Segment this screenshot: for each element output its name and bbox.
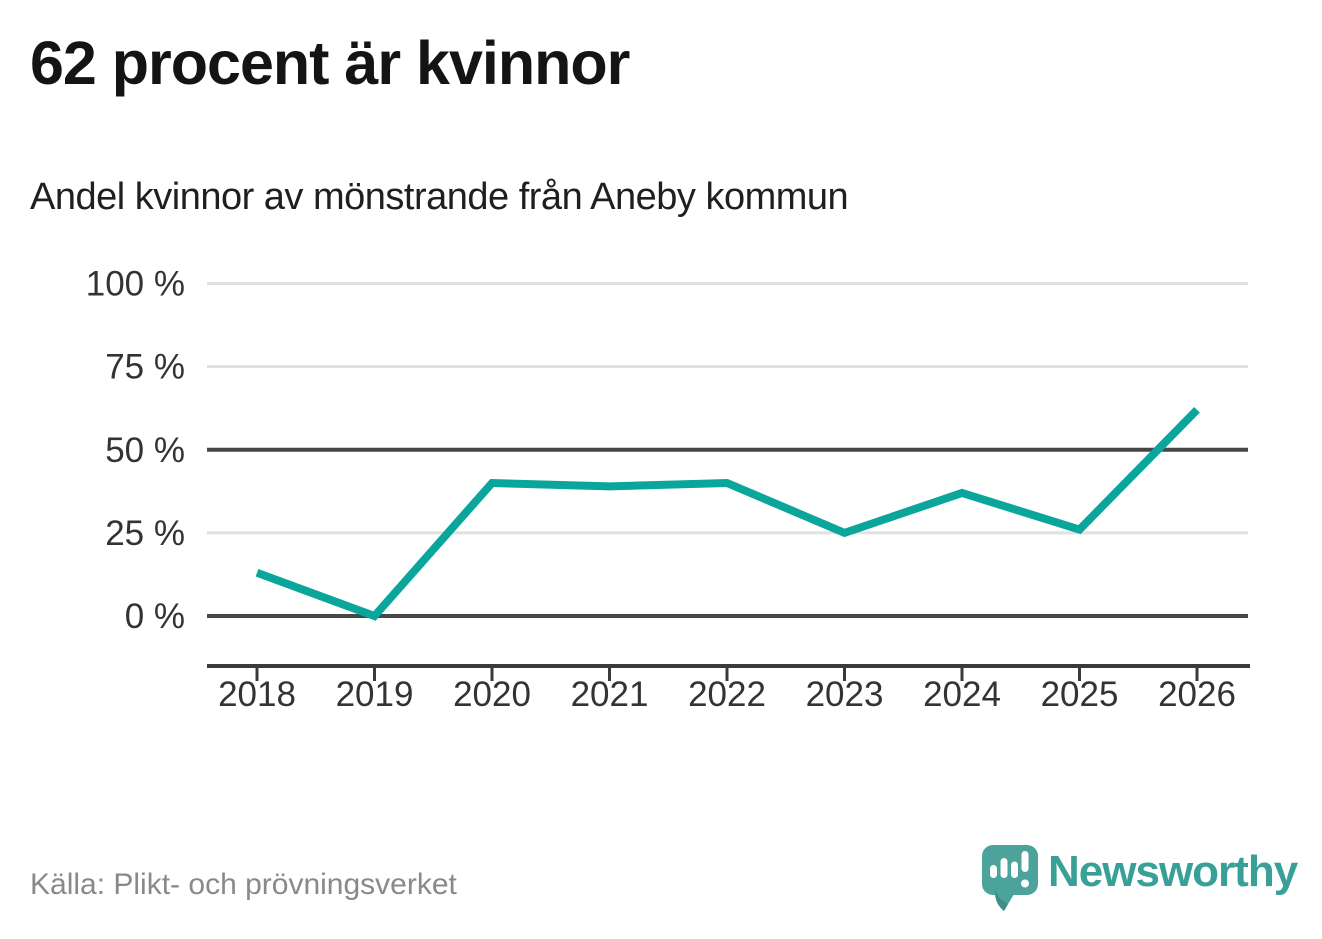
y-tick-label: 25 % <box>105 514 185 553</box>
x-tick-label: 2026 <box>1158 675 1236 714</box>
x-tick-label: 2020 <box>453 675 531 714</box>
newsworthy-logo: Newsworthy <box>982 843 1302 923</box>
source-caption: Källa: Plikt- och prövningsverket <box>30 868 457 901</box>
x-tick-label: 2022 <box>688 675 766 714</box>
y-tick-label: 0 % <box>125 597 185 636</box>
series-line <box>255 407 1200 621</box>
x-tick-label: 2023 <box>806 675 884 714</box>
x-tick-label: 2021 <box>571 675 649 714</box>
y-tick-label: 100 % <box>86 265 185 304</box>
headline: 62 procent är kvinnor <box>30 29 630 97</box>
x-tick-label: 2019 <box>336 675 414 714</box>
y-tick-label: 50 % <box>105 431 185 470</box>
chart-title: Andel kvinnor av mönstrande från Aneby k… <box>30 176 849 218</box>
x-tick-label: 2024 <box>923 675 1001 714</box>
y-tick-label: 75 % <box>105 348 185 387</box>
x-tick-label: 2018 <box>218 675 296 714</box>
newsworthy-logo-text: Newsworthy <box>1048 847 1298 896</box>
newsworthy-logo-icon <box>982 845 1038 911</box>
x-tick-label: 2025 <box>1041 675 1119 714</box>
line-chart: 0 % 25 % 50 % 75 % 100 % 2018 2019 2020 2021 2022… <box>86 265 1250 714</box>
